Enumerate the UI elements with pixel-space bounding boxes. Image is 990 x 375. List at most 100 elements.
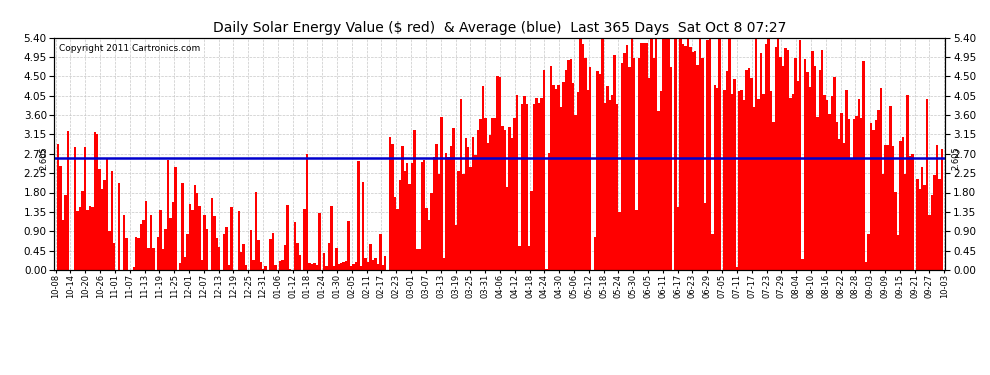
Bar [362,182,364,270]
Bar [404,171,406,270]
Bar [609,100,611,270]
Bar [655,38,657,270]
Bar [486,143,489,270]
Bar [98,169,101,270]
Bar [647,78,650,270]
Bar [839,139,841,270]
Bar [306,154,308,270]
Bar [919,189,921,270]
Bar [411,163,413,270]
Bar [587,90,589,270]
Bar [787,50,789,270]
Bar [86,210,89,270]
Bar [164,229,166,270]
Bar [792,94,794,270]
Bar [381,265,384,270]
Bar [882,174,884,270]
Bar [742,100,745,270]
Bar [870,123,872,270]
Bar [249,230,252,270]
Bar [257,240,259,270]
Bar [767,38,769,270]
Bar [724,90,726,270]
Bar [84,147,86,270]
Bar [738,91,741,270]
Bar [126,237,128,270]
Bar [454,225,457,270]
Bar [240,252,243,270]
Bar [135,237,138,270]
Bar [831,96,834,270]
Bar [745,70,747,270]
Bar [304,209,306,270]
Bar [862,62,865,270]
Bar [518,246,521,270]
Bar [887,145,889,270]
Bar [216,238,218,270]
Bar [845,90,847,270]
Bar [855,117,857,270]
Bar [716,88,719,270]
Bar [601,38,604,270]
Bar [852,120,855,270]
Bar [652,58,655,270]
Bar [281,260,284,270]
Bar [318,213,321,270]
Bar [369,244,372,270]
Bar [311,264,313,270]
Bar [650,38,652,270]
Bar [443,258,446,270]
Bar [401,146,404,270]
Bar [269,239,271,270]
Bar [66,131,69,270]
Bar [687,38,689,270]
Bar [359,266,362,270]
Bar [842,143,845,270]
Bar [757,99,760,270]
Bar [747,68,750,270]
Bar [755,38,757,270]
Bar [924,184,926,270]
Bar [333,266,336,270]
Bar [459,99,462,270]
Bar [641,43,643,270]
Bar [857,99,860,270]
Bar [692,52,694,270]
Bar [569,59,572,270]
Bar [245,265,248,270]
Bar [779,57,782,270]
Bar [819,70,821,270]
Bar [354,262,357,270]
Bar [729,38,731,270]
Bar [449,146,452,270]
Bar [667,38,669,270]
Text: 2.605: 2.605 [40,146,49,170]
Bar [872,130,874,270]
Bar [784,48,787,270]
Bar [799,40,802,270]
Bar [564,70,567,270]
Bar [431,193,433,270]
Bar [494,118,496,270]
Bar [934,175,936,270]
Bar [93,132,96,270]
Bar [638,57,641,270]
Bar [550,66,552,270]
Bar [184,257,186,270]
Bar [145,201,148,270]
Bar [616,104,619,270]
Bar [56,144,59,270]
Bar [294,222,296,270]
Bar [762,94,765,270]
Bar [689,48,692,270]
Bar [462,174,464,270]
Bar [582,44,584,270]
Bar [765,44,767,270]
Bar [514,118,516,270]
Bar [457,171,459,270]
Bar [841,112,842,270]
Bar [541,98,543,270]
Bar [491,118,494,270]
Bar [696,64,699,270]
Bar [196,194,198,270]
